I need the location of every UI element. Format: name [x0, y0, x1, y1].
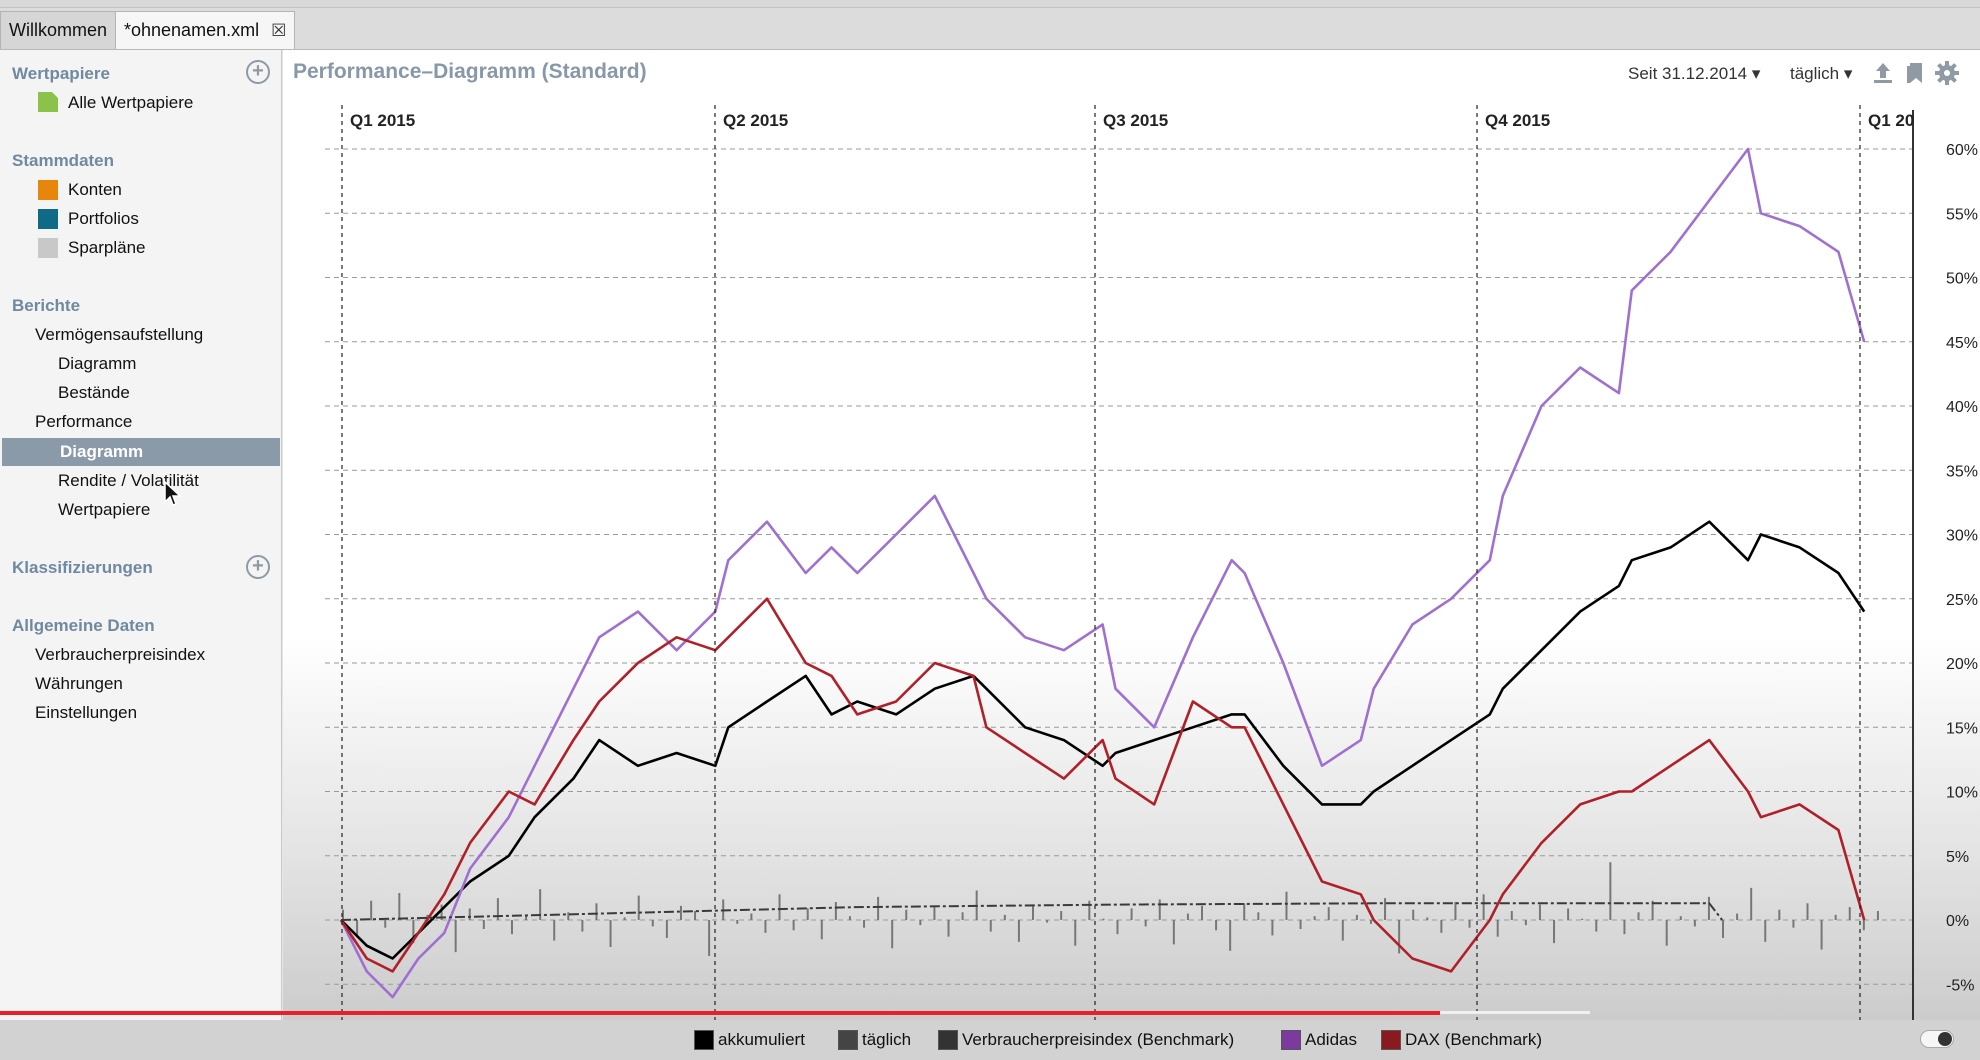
tab-willkommen[interactable]: Willkommen — [0, 11, 117, 49]
series-line-adidas — [339, 147, 1866, 999]
y-tick-label: 20% — [1946, 656, 1978, 673]
y-tick-label: 15% — [1946, 720, 1978, 737]
mouse-cursor-icon — [164, 480, 182, 506]
interval-dropdown[interactable]: täglich ▾ — [1790, 64, 1853, 83]
legend-label: Verbraucherpreisindex (Benchmark) — [962, 1030, 1235, 1049]
legend-swatch — [694, 1030, 714, 1050]
sidebar-heading-klassifizierungen: Klassifizierungen — [12, 558, 153, 577]
sidebar-item-vermoegensaufstellung[interactable]: Vermögensaufstellung — [35, 325, 204, 344]
add-wertpapier-icon[interactable]: + — [246, 60, 270, 84]
close-tab-icon[interactable]: ☒ — [271, 20, 287, 40]
portfolios-icon — [38, 209, 58, 229]
legend-item-adidas[interactable]: Adidas — [1281, 1030, 1357, 1050]
sidebar: Wertpapiere + Alle Wertpapiere Stammdate… — [0, 50, 282, 1060]
sidebar-item-performance[interactable]: Performance — [35, 412, 133, 431]
document-icon — [38, 92, 58, 112]
interval-label: täglich — [1790, 64, 1840, 83]
legend-label: Adidas — [1305, 1030, 1357, 1049]
sidebar-heading-wertpapiere: Wertpapiere — [12, 64, 110, 83]
y-tick-label: 55% — [1946, 206, 1978, 223]
performance-chart: 60% 55% 50% 45% 40% 35% 30% 25% 20% 15% 10% 5% 0% -5%… — [325, 105, 1978, 1020]
legend-swatch — [938, 1030, 958, 1050]
series-line-verbraucherpreisindex-benchmark — [340, 902, 1723, 921]
sidebar-item-portfolios[interactable]: Portfolios — [68, 209, 139, 228]
sidebar-heading-berichte: Berichte — [12, 296, 81, 315]
x-quarter-label: Q1 20 — [1868, 111, 1914, 130]
since-date-label: Seit 31.12.2014 — [1628, 64, 1748, 83]
legend-item-taeglich[interactable]: täglich — [838, 1030, 911, 1050]
legend-item-akkumuliert[interactable]: akkumuliert — [694, 1030, 805, 1050]
konten-icon — [38, 180, 58, 200]
since-date-dropdown[interactable]: Seit 31.12.2014 ▾ — [1628, 64, 1761, 83]
chart-title: Performance–Diagramm (Standard) — [293, 60, 647, 83]
legend-item-verbraucherpreisindex[interactable]: Verbraucherpreisindex (Benchmark) — [938, 1030, 1234, 1050]
sidebar-item-bestaende[interactable]: Bestände — [58, 383, 130, 402]
y-tick-label: 35% — [1946, 463, 1978, 480]
legend: akkumuliert täglich Verbraucherpreisinde… — [0, 1020, 1980, 1060]
tab-label: *ohnenamen.xml — [124, 20, 260, 40]
y-tick-label: 60% — [1946, 142, 1978, 159]
series-line-dax-benchmark — [339, 597, 1866, 973]
y-tick-label: 25% — [1946, 592, 1978, 609]
legend-swatch — [838, 1030, 858, 1050]
legend-label: akkumuliert — [718, 1030, 805, 1049]
legend-swatch — [1281, 1030, 1301, 1050]
bookmark-icon[interactable] — [1903, 60, 1929, 86]
legend-swatch — [1381, 1030, 1401, 1050]
legend-label: DAX (Benchmark) — [1405, 1030, 1542, 1049]
tab-ohnenamen[interactable]: *ohnenamen.xml ☒ — [115, 11, 296, 49]
x-quarter-label: Q1 2015 — [350, 111, 415, 130]
x-quarter-label: Q3 2015 — [1103, 111, 1168, 130]
sidebar-item-verbraucherpreisindex[interactable]: Verbraucherpreisindex — [35, 645, 206, 664]
y-tick-label: 0% — [1946, 913, 1969, 930]
series-line-akkumuliert — [340, 520, 1866, 960]
sidebar-item-einstellungen[interactable]: Einstellungen — [35, 703, 138, 722]
sidebar-item-rendite-volatilitaet[interactable]: Rendite / Volatilität — [58, 471, 199, 490]
sidebar-heading-stammdaten: Stammdaten — [12, 151, 115, 170]
sidebar-item-sparplaene[interactable]: Sparpläne — [68, 238, 146, 257]
sidebar-item-diagramm-vermoegen[interactable]: Diagramm — [58, 354, 137, 373]
y-tick-label: 45% — [1946, 335, 1978, 352]
y-tick-label: 5% — [1946, 849, 1969, 866]
tab-bar: Willkommen *ohnenamen.xml ☒ — [0, 8, 1980, 50]
x-quarter-label: Q4 2015 — [1485, 111, 1550, 130]
sidebar-item-waehrungen[interactable]: Währungen — [35, 674, 123, 693]
title-strip — [0, 0, 1980, 8]
sidebar-item-alle-wertpapiere[interactable]: Alle Wertpapiere — [68, 93, 194, 112]
video-buffer-bar — [1440, 1011, 1590, 1014]
legend-label: täglich — [862, 1030, 912, 1049]
sparplaene-icon — [38, 238, 58, 258]
toggle-knob — [1938, 1032, 1952, 1046]
settings-gear-icon[interactable] — [1934, 60, 1960, 86]
video-progress-bar[interactable] — [0, 1011, 1440, 1015]
y-tick-label: 10% — [1946, 785, 1978, 802]
y-tick-label: -5% — [1946, 977, 1974, 994]
sidebar-item-label: Diagramm — [60, 442, 144, 461]
y-tick-label: 40% — [1946, 399, 1978, 416]
sidebar-item-diagramm-performance-selected[interactable]: Diagramm — [2, 438, 280, 466]
legend-item-dax[interactable]: DAX (Benchmark) — [1381, 1030, 1542, 1050]
sidebar-item-wertpapiere[interactable]: Wertpapiere — [58, 500, 151, 519]
sidebar-item-konten[interactable]: Konten — [68, 180, 122, 199]
y-tick-label: 30% — [1946, 528, 1978, 545]
export-icon[interactable] — [1870, 60, 1896, 86]
tab-label: Willkommen — [9, 20, 108, 40]
y-tick-label: 50% — [1946, 271, 1978, 288]
playback-toggle[interactable] — [1920, 1030, 1954, 1048]
x-quarter-label: Q2 2015 — [723, 111, 788, 130]
add-klassifizierung-icon[interactable]: + — [246, 555, 270, 579]
sidebar-heading-allgemeine-daten: Allgemeine Daten — [12, 616, 155, 635]
